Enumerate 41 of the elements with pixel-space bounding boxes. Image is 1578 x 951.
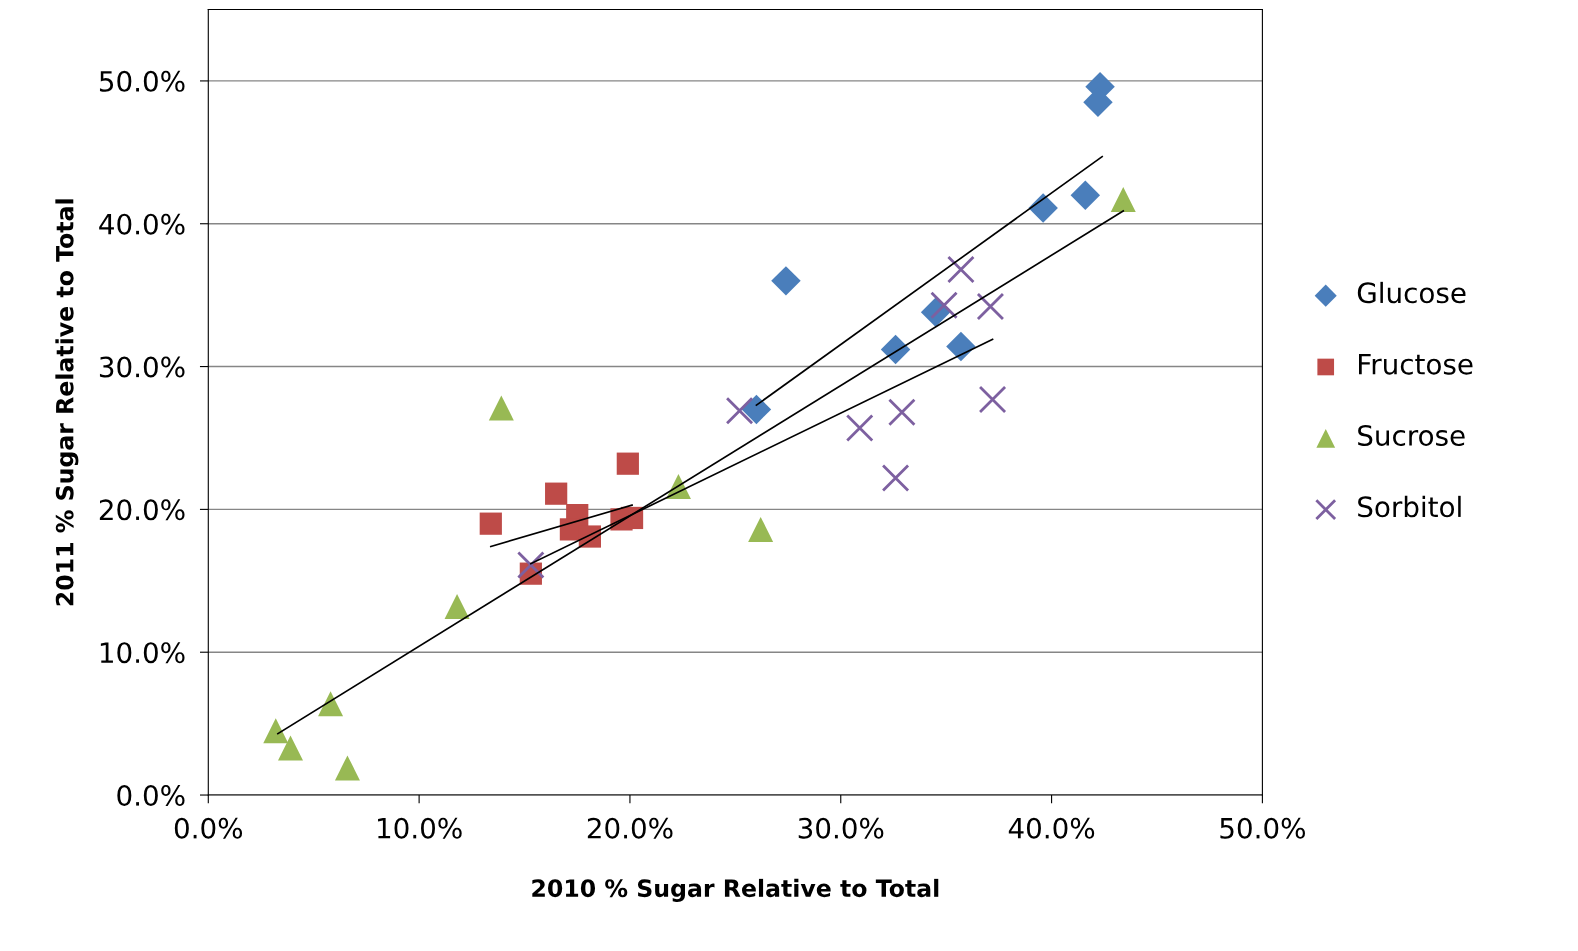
point (881, 464, 910, 492)
point (748, 516, 774, 542)
point (278, 735, 304, 761)
point (845, 414, 874, 442)
x-tick-label: 40.0% (1008, 817, 1095, 839)
point (318, 691, 344, 717)
point (978, 385, 1007, 414)
y-tick-label: 20.0% (99, 499, 185, 521)
point (479, 512, 502, 535)
y-tick-label: 40.0% (99, 213, 185, 235)
point (545, 482, 568, 505)
point (334, 755, 360, 781)
y-axis-title: 2011 % Sugar Relative to Total (55, 199, 79, 606)
point (725, 396, 754, 425)
x-axis-title: 2010 % Sugar Relative to Total (532, 878, 939, 902)
point (946, 331, 976, 362)
legend-label: Glucose (1357, 281, 1466, 304)
x-tick-label: 10.0% (378, 817, 462, 839)
y-tick-label: 10.0% (100, 642, 185, 664)
point (263, 718, 289, 744)
point (616, 452, 639, 475)
x-tick-label: 20.0% (587, 817, 673, 839)
point (1110, 186, 1136, 212)
x-tick-label: 0.0% (174, 817, 243, 839)
y-tick-label: 0.0% (117, 784, 185, 806)
point (444, 594, 470, 620)
point (771, 266, 801, 296)
y-tick-label: 30.0% (99, 356, 185, 378)
point (488, 395, 514, 421)
point (888, 398, 916, 427)
y-tick-label: 50.0% (99, 70, 185, 92)
legend-label: Sucrose (1358, 424, 1465, 446)
legend-label: Fructose (1359, 354, 1473, 375)
point (947, 255, 975, 284)
point (976, 292, 1005, 321)
x-tick-label: 50.0% (1220, 817, 1305, 839)
point (1070, 180, 1101, 210)
legend-label: Sorbitol (1358, 495, 1461, 518)
x-tick-label: 30.0% (798, 817, 884, 839)
point (930, 291, 958, 320)
point (741, 394, 772, 425)
